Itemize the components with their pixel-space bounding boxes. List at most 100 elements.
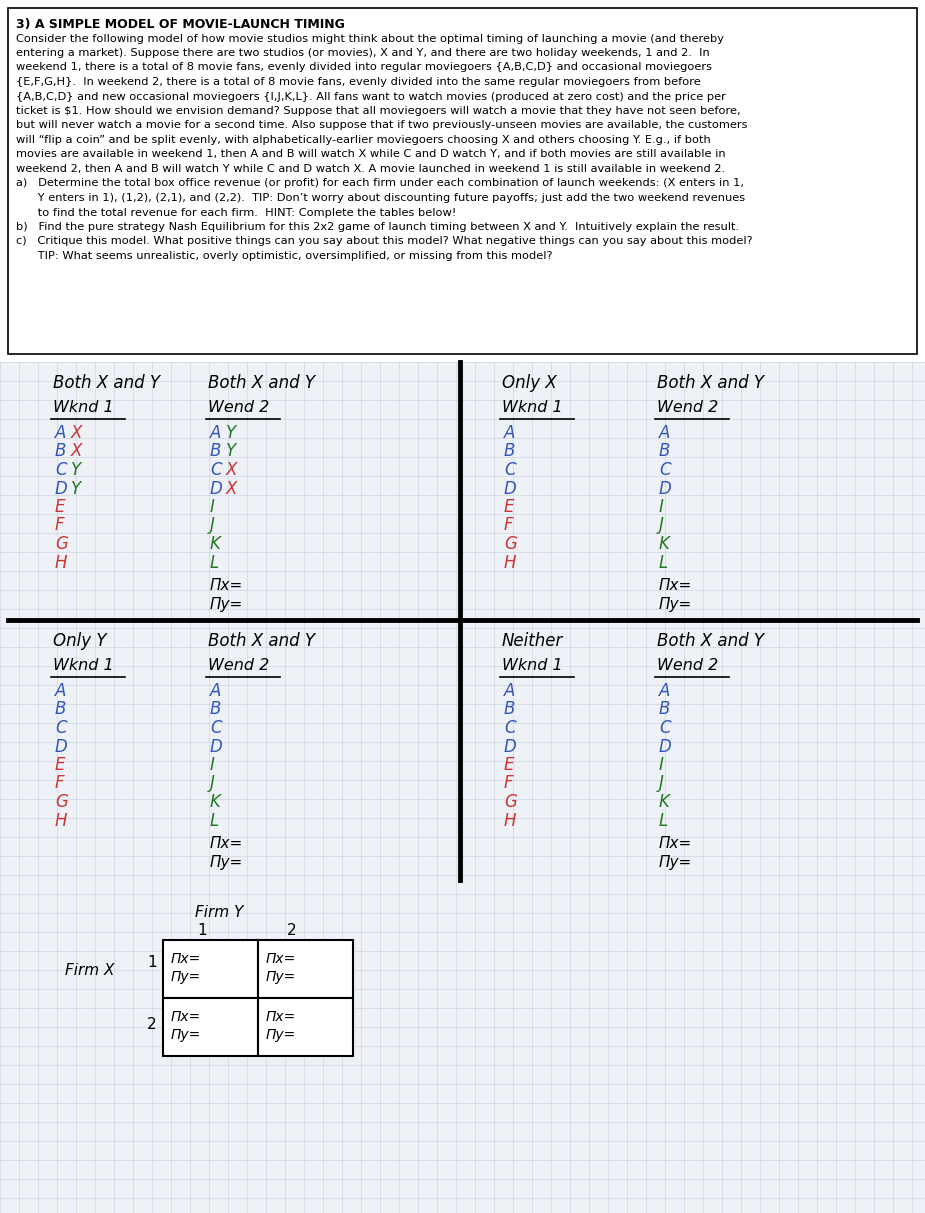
Text: weekend 2, then A and B will watch Y while C and D watch X. A movie launched in : weekend 2, then A and B will watch Y whi…: [16, 164, 725, 173]
Text: to find the total revenue for each firm.  HINT: Complete the tables below!: to find the total revenue for each firm.…: [16, 207, 456, 217]
Text: A: A: [659, 682, 671, 700]
Text: C: C: [210, 461, 222, 479]
Text: J: J: [210, 774, 215, 792]
Text: ticket is $1. How should we envision demand? Suppose that all moviegoers will wa: ticket is $1. How should we envision dem…: [16, 106, 741, 116]
Text: Πx=: Πx=: [210, 579, 243, 593]
Text: Y enters in 1), (1,2), (2,1), and (2,2).  TIP: Don’t worry about discounting fut: Y enters in 1), (1,2), (2,1), and (2,2).…: [16, 193, 746, 203]
Text: Πy=: Πy=: [210, 597, 243, 613]
Text: Both X and Y: Both X and Y: [657, 374, 764, 392]
Text: Wknd 1: Wknd 1: [53, 400, 114, 415]
Text: Y: Y: [226, 425, 236, 442]
Bar: [8, 8, 917, 354]
Text: C: C: [659, 719, 671, 738]
Text: 3) A SIMPLE MODEL OF MOVIE-LAUNCH TIMING: 3) A SIMPLE MODEL OF MOVIE-LAUNCH TIMING: [16, 18, 345, 32]
Text: Wknd 1: Wknd 1: [502, 657, 562, 673]
Text: I: I: [659, 499, 664, 516]
Text: B: B: [659, 443, 671, 461]
Text: B: B: [504, 443, 515, 461]
Text: L: L: [659, 811, 668, 830]
Text: C: C: [210, 719, 222, 738]
Text: D: D: [210, 479, 223, 497]
Text: K: K: [210, 535, 221, 553]
Text: but will never watch a movie for a second time. Also suppose that if two previou: but will never watch a movie for a secon…: [16, 120, 747, 131]
Text: Πx=: Πx=: [171, 1010, 202, 1024]
Text: J: J: [659, 517, 664, 535]
Text: A: A: [504, 682, 515, 700]
Text: Both X and Y: Both X and Y: [208, 374, 315, 392]
Text: D: D: [504, 479, 517, 497]
Text: B: B: [210, 443, 221, 461]
Text: E: E: [55, 756, 66, 774]
Text: X: X: [71, 443, 82, 461]
Text: G: G: [55, 535, 68, 553]
Text: C: C: [504, 719, 515, 738]
Text: Πy=: Πy=: [659, 855, 692, 870]
Text: Only X: Only X: [502, 374, 557, 392]
Text: F: F: [504, 517, 513, 535]
Text: b)   Find the pure strategy Nash Equilibrium for this 2x2 game of launch timing : b) Find the pure strategy Nash Equilibri…: [16, 222, 739, 232]
Text: Πx=: Πx=: [659, 579, 692, 593]
Text: Wend 2: Wend 2: [208, 657, 269, 673]
Text: Wend 2: Wend 2: [657, 400, 718, 415]
Text: K: K: [659, 535, 670, 553]
Text: C: C: [659, 461, 671, 479]
Bar: [258, 940, 353, 998]
Text: F: F: [504, 774, 513, 792]
Text: Both X and Y: Both X and Y: [208, 632, 315, 650]
Text: D: D: [659, 479, 672, 497]
Text: G: G: [504, 793, 517, 811]
Text: Πy=: Πy=: [266, 970, 296, 984]
Text: Y: Y: [71, 461, 81, 479]
Text: J: J: [659, 774, 664, 792]
Text: K: K: [210, 793, 221, 811]
Text: L: L: [210, 811, 219, 830]
Text: Wknd 1: Wknd 1: [502, 400, 562, 415]
Text: C: C: [504, 461, 515, 479]
Text: G: G: [55, 793, 68, 811]
Text: Πy=: Πy=: [266, 1027, 296, 1042]
Text: entering a market). Suppose there are two studios (or movies), X and Y, and ther: entering a market). Suppose there are tw…: [16, 49, 709, 58]
Text: E: E: [55, 499, 66, 516]
Text: Y: Y: [226, 443, 236, 461]
Text: c)   Critique this model. What positive things can you say about this model? Wha: c) Critique this model. What positive th…: [16, 237, 753, 246]
Text: Πx=: Πx=: [210, 836, 243, 852]
Text: Y: Y: [71, 479, 81, 497]
Text: TIP: What seems unrealistic, overly optimistic, oversimplified, or missing from : TIP: What seems unrealistic, overly opti…: [16, 251, 552, 261]
Bar: [0, 361, 925, 1213]
Bar: [163, 998, 258, 1057]
Bar: [163, 940, 258, 998]
Text: Firm Y: Firm Y: [195, 905, 243, 919]
Text: I: I: [210, 499, 215, 516]
Text: A: A: [504, 425, 515, 442]
Text: C: C: [55, 461, 67, 479]
Text: Πx=: Πx=: [659, 836, 692, 852]
Text: I: I: [210, 756, 215, 774]
Text: F: F: [55, 517, 65, 535]
Text: X: X: [71, 425, 82, 442]
Text: K: K: [659, 793, 670, 811]
Text: D: D: [55, 738, 68, 756]
Text: X: X: [226, 461, 238, 479]
Text: B: B: [504, 700, 515, 718]
Text: B: B: [55, 700, 67, 718]
Text: B: B: [210, 700, 221, 718]
Text: Consider the following model of how movie studios might think about the optimal : Consider the following model of how movi…: [16, 34, 724, 44]
Text: X: X: [226, 479, 238, 497]
Text: Πx=: Πx=: [266, 1010, 296, 1024]
Text: D: D: [210, 738, 223, 756]
Text: a)   Determine the total box office revenue (or profit) for each firm under each: a) Determine the total box office revenu…: [16, 178, 744, 188]
Text: 2: 2: [147, 1016, 156, 1032]
Text: Πy=: Πy=: [210, 855, 243, 870]
Text: Wknd 1: Wknd 1: [53, 657, 114, 673]
Text: F: F: [55, 774, 65, 792]
Text: Both X and Y: Both X and Y: [657, 632, 764, 650]
Text: 1: 1: [147, 955, 156, 970]
Text: 1: 1: [197, 923, 206, 938]
Text: Πx=: Πx=: [266, 952, 296, 966]
Text: A: A: [55, 425, 67, 442]
Text: Only Y: Only Y: [53, 632, 106, 650]
Text: D: D: [659, 738, 672, 756]
Text: H: H: [504, 811, 516, 830]
Text: will “flip a coin” and be split evenly, with alphabetically-earlier moviegoers c: will “flip a coin” and be split evenly, …: [16, 135, 710, 146]
Text: movies are available in weekend 1, then A and B will watch X while C and D watch: movies are available in weekend 1, then …: [16, 149, 725, 159]
